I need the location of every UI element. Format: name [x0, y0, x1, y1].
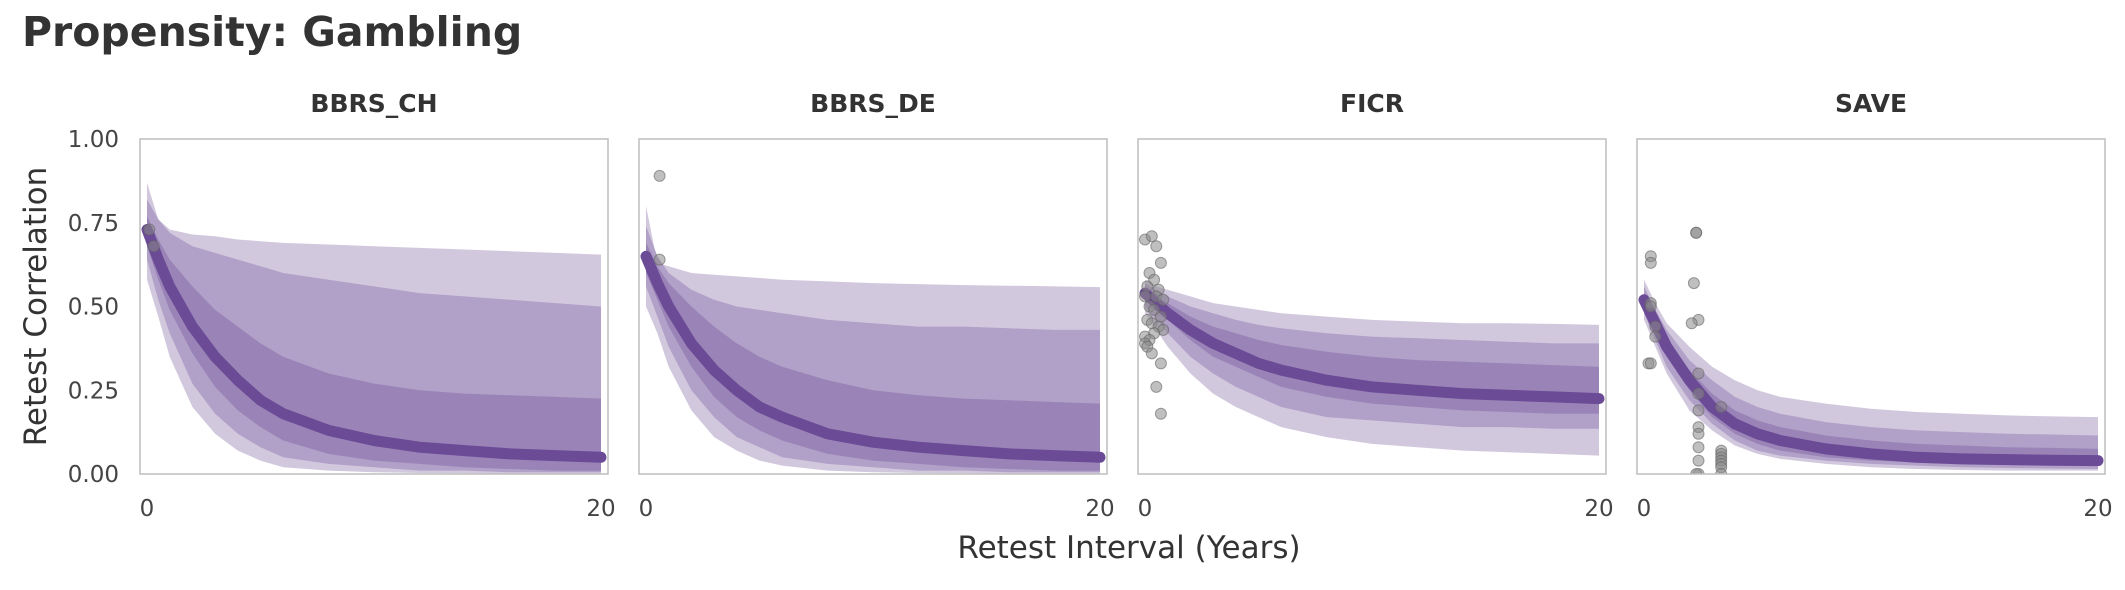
data-point [1690, 468, 1703, 474]
panel-frame [1636, 138, 2106, 475]
data-point [1644, 300, 1657, 313]
x-tick-label: 20 [1584, 496, 1613, 522]
data-point [1715, 468, 1728, 474]
y-tick-label: 0.50 [68, 295, 119, 321]
y-tick-label: 1.00 [68, 127, 119, 153]
facet-panel-save: SAVE 0 20 [1636, 89, 2113, 522]
data-point [1692, 454, 1705, 467]
data-point [143, 223, 156, 236]
data-point [1715, 401, 1728, 413]
data-point [653, 253, 666, 266]
data-point [1644, 357, 1657, 370]
median-line [640, 250, 1106, 463]
data-point [1690, 226, 1703, 239]
facet-title: SAVE [1835, 89, 1907, 118]
y-axis-label: Retest Correlation [18, 167, 54, 447]
x-tick-label: 0 [1138, 496, 1153, 522]
facet-title: BBRS_CH [310, 89, 437, 118]
y-tick-label: 0.00 [68, 462, 119, 488]
data-point [1154, 256, 1167, 269]
facet-plot-area [1139, 230, 1605, 456]
data-point [653, 169, 666, 182]
y-tick-label: 0.75 [68, 211, 119, 237]
facet-title: FICR [1340, 89, 1404, 118]
facet-plot-area [640, 169, 1106, 474]
y-tick-label: 0.25 [68, 378, 119, 404]
facet-plot-area [1638, 226, 2104, 474]
data-point [1157, 293, 1170, 306]
x-tick-label: 0 [639, 496, 654, 522]
data-point [1141, 280, 1154, 293]
chart-title: Propensity: Gambling [22, 8, 523, 56]
x-tick-label: 20 [586, 496, 615, 522]
data-point [1692, 404, 1705, 417]
x-axis-label: Retest Interval (Years) [957, 530, 1300, 566]
data-point [1150, 240, 1163, 253]
facet-panel-bbrs_de: BBRS_DE 0 20 [638, 89, 1115, 522]
data-point [1692, 441, 1705, 454]
median-line [141, 224, 607, 463]
x-tick-label: 0 [140, 496, 155, 522]
facet-plot-area [141, 182, 607, 474]
data-point [1649, 330, 1662, 343]
credible-band-50 [147, 216, 601, 471]
data-point [1150, 380, 1163, 393]
facet-panel-ficr: FICR 0 20 [1137, 89, 1614, 522]
data-point [1692, 367, 1705, 380]
data-point [1644, 256, 1657, 269]
facet-panel-bbrs_ch: BBRS_CH 0 20 [139, 89, 616, 522]
data-point [1154, 357, 1167, 370]
median-line [1139, 287, 1605, 405]
x-tick-label: 20 [2083, 496, 2112, 522]
facet-title: BBRS_DE [810, 89, 936, 118]
x-tick-label: 20 [1085, 496, 1114, 522]
data-point [1139, 290, 1151, 303]
x-tick-label: 0 [1637, 496, 1652, 522]
panel-frame [1137, 138, 1607, 475]
data-point [147, 240, 160, 253]
data-point [1692, 387, 1705, 400]
data-point [1154, 407, 1167, 420]
data-point [1145, 347, 1158, 360]
credible-band-50 [1644, 293, 2098, 466]
data-point [1692, 427, 1705, 440]
data-point [1685, 317, 1698, 330]
credible-band-50 [1145, 286, 1599, 414]
panel-frame [139, 138, 609, 475]
data-point [1649, 320, 1662, 333]
data-point [1145, 230, 1158, 243]
data-point [1687, 277, 1700, 290]
credible-band-50 [646, 242, 1100, 471]
panel-frame [638, 138, 1108, 475]
median-line [1638, 294, 2104, 467]
